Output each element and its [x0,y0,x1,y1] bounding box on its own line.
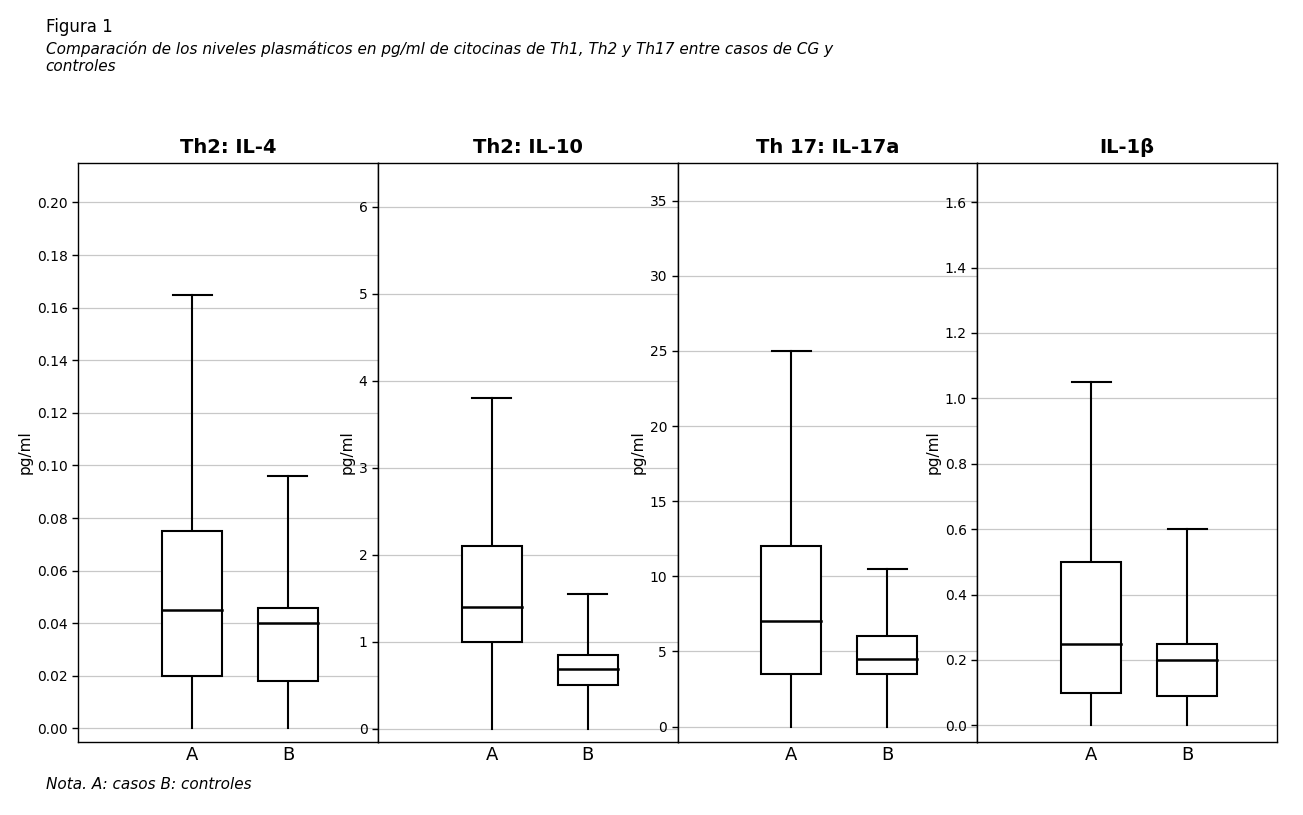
Bar [162,531,222,676]
Bar [761,546,821,674]
Bar [258,607,318,681]
Title: Th2: IL-10: Th2: IL-10 [473,139,582,157]
Title: IL-1β: IL-1β [1100,139,1154,157]
Y-axis label: pg/ml: pg/ml [18,430,33,474]
Text: Nota. A: casos B: controles: Nota. A: casos B: controles [46,778,251,792]
Bar [558,654,618,685]
Bar [461,546,521,641]
Text: Comparación de los niveles plasmáticos en pg/ml de citocinas de Th1, Th2 y Th17 : Comparación de los niveles plasmáticos e… [46,41,833,74]
Title: Th2: IL-4: Th2: IL-4 [180,139,276,157]
Text: Figura 1: Figura 1 [46,18,112,36]
Y-axis label: pg/ml: pg/ml [925,430,941,474]
Bar [1157,644,1217,696]
Bar [857,637,917,674]
Title: Th 17: IL-17a: Th 17: IL-17a [756,139,899,157]
Y-axis label: pg/ml: pg/ml [339,430,354,474]
Y-axis label: pg/ml: pg/ml [631,430,645,474]
Bar [1061,562,1121,693]
